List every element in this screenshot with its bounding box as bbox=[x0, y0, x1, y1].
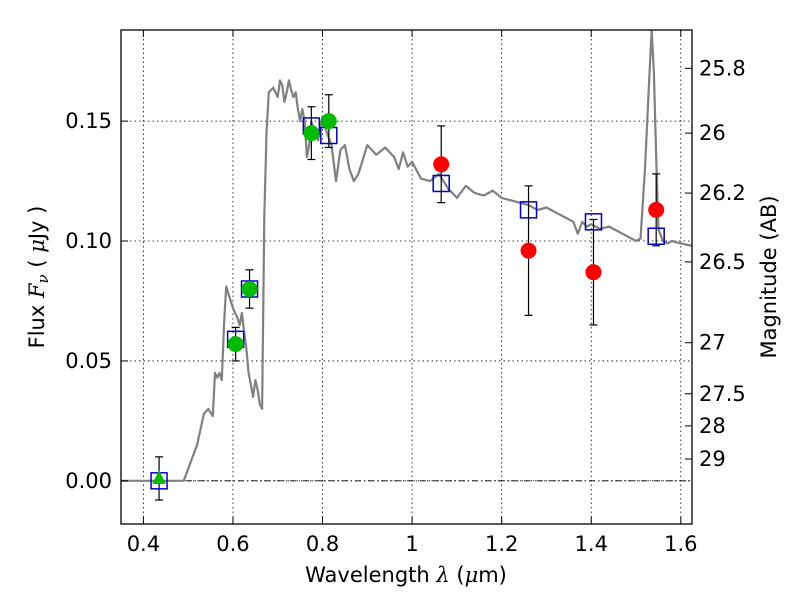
y-axis-label: Flux Fν ( μJy ) bbox=[25, 206, 52, 349]
x-tick-label: 0.8 bbox=[306, 532, 339, 556]
nir-data-point bbox=[585, 264, 602, 281]
y2-tick-label: 27.5 bbox=[699, 382, 746, 406]
y2-tick-label: 25.8 bbox=[699, 56, 746, 80]
x-axis-label: Wavelength λ (μm) bbox=[305, 563, 507, 587]
plot-frame bbox=[120, 29, 693, 525]
y-axis-label-text: Flux bbox=[25, 298, 49, 348]
nir-data-point bbox=[520, 242, 537, 259]
y-axis-label-symbol: F bbox=[25, 282, 49, 299]
axes: 0.4 0.6 0.8 1 1.2 1.4 1.6 0.00 0.05 0.10 0.15 25.8 2… bbox=[65, 30, 746, 556]
x-tick-label: 0.6 bbox=[216, 532, 249, 556]
optical-data-point bbox=[241, 280, 258, 297]
x-tick-label: 1.2 bbox=[485, 532, 518, 556]
nir-data-point bbox=[648, 201, 665, 218]
model-photometry-square bbox=[584, 213, 603, 231]
y2-tick-label: 29 bbox=[699, 447, 726, 471]
upper-limit-triangle bbox=[152, 470, 166, 484]
y2-tick-label: 26.2 bbox=[699, 181, 746, 205]
y-tick-label: 0.00 bbox=[65, 469, 112, 493]
y2-tick-label: 27 bbox=[699, 331, 726, 355]
model-photometry-square bbox=[647, 227, 665, 245]
y-axis-label-subscript: ν bbox=[34, 274, 52, 283]
x-axis-label-text: Wavelength bbox=[305, 563, 436, 587]
x-axis-label-mu: μ bbox=[465, 563, 479, 587]
y-axis-label-unit-end: Jy ) bbox=[25, 206, 49, 242]
x-tick-label: 1.6 bbox=[664, 532, 697, 556]
x-axis-label-unit-end: m) bbox=[478, 563, 507, 587]
x-tick-label: 1 bbox=[405, 532, 418, 556]
y-tick-label: 0.15 bbox=[65, 109, 112, 133]
x-axis-label-unit: ( bbox=[450, 563, 465, 587]
model-spectrum-line bbox=[121, 30, 692, 482]
x-tick-label: 1.4 bbox=[575, 532, 608, 556]
y2-tick-label: 26 bbox=[699, 121, 726, 145]
x-axis-label-symbol: λ bbox=[435, 563, 449, 587]
x-tick-label: 0.4 bbox=[127, 532, 160, 556]
y-axis-label-mu: μ bbox=[25, 239, 49, 253]
model-photometry-square bbox=[432, 174, 450, 193]
optical-data-point bbox=[227, 336, 244, 353]
plot-area bbox=[121, 30, 692, 501]
y2-tick-label: 26.5 bbox=[699, 250, 746, 274]
model-photometry-square bbox=[519, 201, 538, 219]
y-axis-label-unit: ( bbox=[25, 253, 49, 275]
optical-data-point bbox=[303, 125, 320, 142]
nir-data-point bbox=[433, 156, 450, 173]
optical-data-point bbox=[320, 113, 337, 130]
y-tick-label: 0.10 bbox=[65, 229, 112, 253]
y2-axis-label: Magnitude (AB) bbox=[757, 195, 781, 358]
y-tick-label: 0.05 bbox=[65, 349, 112, 373]
y2-tick-label: 28 bbox=[699, 414, 726, 438]
